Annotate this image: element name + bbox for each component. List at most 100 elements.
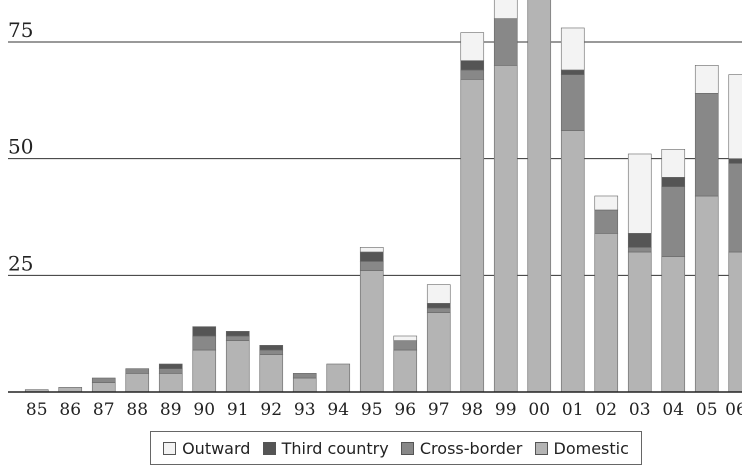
bar-segment-domestic [259,354,284,393]
x-tick-label: 03 [629,400,651,420]
legend-item-third-country: Third country [262,438,389,458]
bar-segment-cross-border [694,93,719,197]
bar-segment-domestic [527,0,552,393]
bar-segment-third-country [728,158,742,164]
bar-segment-cross-border [661,186,686,257]
bar-segment-domestic [393,349,418,393]
bar-segment-domestic [125,373,150,393]
x-tick-label: 94 [327,400,349,420]
legend-item-domestic: Domestic [534,438,629,458]
x-tick-label: 02 [595,400,617,420]
bar-segment-cross-border [426,307,451,313]
bar-segment-third-country [426,303,451,309]
y-tick-label: 50 [8,135,33,159]
x-tick-label: 91 [227,400,249,420]
legend-item-outward: Outward [163,439,250,458]
bars [24,0,742,393]
x-tick-label: 96 [394,400,416,420]
y-tick-labels: 255075100125150 [8,18,33,275]
bar-segment-third-country [158,363,183,369]
bar-segment-domestic [627,251,652,393]
bar-segment-domestic [326,363,351,393]
x-tick-label: 05 [696,400,718,420]
bar-segment-outward [359,247,384,253]
bar-segment-cross-border [627,247,652,253]
bar-segment-domestic [91,382,116,393]
x-tick-label: 89 [160,400,182,420]
bar-segment-outward [493,0,518,19]
bar-segment-domestic [192,349,217,393]
bar-segment-outward [661,149,686,178]
bar-segment-cross-border [158,368,183,374]
bar-segment-cross-border [225,335,250,341]
bar-segment-cross-border [393,340,418,351]
x-tick-label: 93 [294,400,316,420]
x-tick-label: 97 [428,400,450,420]
bar-segment-cross-border [560,74,585,131]
x-tick-label: 86 [59,400,81,420]
legend-item-cross-border: Cross-border [400,438,523,458]
bar-segment-cross-border [594,209,619,234]
bar-segment-cross-border [125,368,150,374]
x-tick-label: 00 [528,400,550,420]
legend-label: Third country [281,438,389,458]
bar-segment-domestic [694,195,719,393]
bar-segment-outward [594,195,619,211]
bar-segment-domestic [359,270,384,393]
x-tick-label: 98 [461,400,483,420]
x-tick-label: 95 [361,400,383,420]
bar-segment-domestic [594,233,619,393]
bar-segment-cross-border [192,335,217,351]
legend: Outward Third country Cross-border Domestic [150,431,642,465]
bar-segment-third-country [192,326,217,337]
bar-segment-domestic [560,130,585,393]
x-tick-label: 01 [562,400,584,420]
bar-segment-cross-border [493,18,518,66]
bar-segment-outward [393,335,418,341]
x-tick-label: 92 [260,400,282,420]
bar-segment-cross-border [292,373,317,379]
bar-segment-outward [728,74,742,159]
x-tick-label: 85 [26,400,48,420]
bar-segment-domestic [158,373,183,393]
x-tick-label: 90 [193,400,215,420]
bar-segment-domestic [493,65,518,393]
legend-swatch [163,441,177,455]
bar-segment-third-country [225,331,250,337]
bar-segment-third-country [359,251,384,262]
legend-label: Cross-border [419,438,523,458]
legend-label: Outward [182,438,251,458]
bar-segment-outward [694,65,719,94]
legend-swatch [400,441,414,455]
x-tick-label: 99 [495,400,517,420]
bar-segment-outward [627,153,652,234]
y-tick-label: 25 [8,251,33,275]
bar-segment-third-country [259,345,284,351]
bar-segment-third-country [627,233,652,248]
bar-segment-cross-border [460,69,485,80]
bar-segment-cross-border [728,163,742,253]
bar-segment-domestic [460,79,485,393]
bar-segment-domestic [225,340,250,393]
bar-segment-domestic [426,312,451,393]
bar-segment-domestic [292,377,317,393]
legend-swatch [262,441,276,455]
bar-segment-third-country [661,177,686,187]
bar-segment-outward [560,27,585,71]
legend-swatch [534,441,548,455]
bar-segment-cross-border [91,377,116,383]
x-tick-labels: 85 86 87 88 89 90 91 92 93 94 95 96 97 98 99 00 01 02 03 04… [26,400,742,420]
x-tick-label: 06* [725,400,742,420]
bar-segment-cross-border [259,349,284,355]
bar-segment-outward [426,284,451,304]
x-tick-label: 88 [126,400,148,420]
bar-segment-cross-border [359,261,384,271]
bar-segment-domestic [661,256,686,393]
legend-label: Domestic [553,438,629,458]
x-tick-label: 04 [662,400,684,420]
bar-segment-third-country [560,69,585,75]
bar-segment-domestic [728,251,742,393]
x-tick-label: 87 [93,400,115,420]
bar-segment-outward [460,32,485,61]
